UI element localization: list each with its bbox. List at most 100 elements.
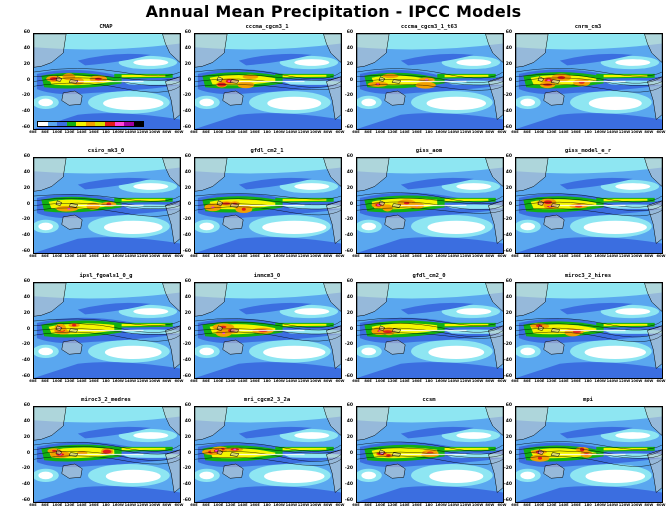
lon-tick-label: 120E bbox=[546, 130, 557, 134]
lon-tick-label: 60W bbox=[656, 130, 666, 134]
lon-tick-label: 80E bbox=[364, 130, 372, 134]
lon-tick-label: 80E bbox=[41, 254, 49, 258]
lon-tick-label: 60E bbox=[511, 254, 519, 258]
lat-tick-label: -40 bbox=[344, 482, 353, 488]
lon-tick-label: 80W bbox=[644, 254, 654, 258]
precip-map bbox=[356, 282, 504, 379]
lat-tick-label: 60 bbox=[346, 154, 353, 159]
lon-tick-label: 60E bbox=[190, 379, 198, 383]
lat-tick-label: -20 bbox=[344, 93, 353, 99]
lon-tick-label: 140W bbox=[285, 503, 298, 507]
map-panel: miroc3_2_hires 60 40 20 0 -20 -40 -60 60E 80E 100E… bbox=[504, 273, 666, 383]
lon-tick-label: 140E bbox=[558, 379, 569, 383]
lon-tick-label: 80E bbox=[523, 379, 531, 383]
lon-tick-label: 120E bbox=[225, 379, 236, 383]
lon-tick-label: 80E bbox=[41, 503, 49, 507]
panel-title: csiro_mk3_0 bbox=[87, 148, 125, 154]
lat-tick-label: 40 bbox=[346, 418, 353, 424]
lon-tick-label: 140E bbox=[76, 379, 87, 383]
lon-tick-label: 180 bbox=[102, 130, 110, 134]
lon-tick-label: 140E bbox=[399, 503, 410, 507]
lon-tick-label: 180 bbox=[263, 254, 271, 258]
lon-tick-label: 80E bbox=[202, 254, 210, 258]
lon-tick-label: 180 bbox=[102, 503, 110, 507]
lon-tick-label: 160W bbox=[112, 379, 124, 383]
lat-tick-label: -60 bbox=[182, 125, 191, 130]
lon-tick-label: 160W bbox=[273, 254, 285, 258]
lon-tick-label: 120E bbox=[64, 379, 75, 383]
lat-tick-label: 20 bbox=[23, 185, 30, 191]
lon-tick-label: 140E bbox=[237, 254, 248, 258]
lon-tick-label: 60W bbox=[497, 503, 507, 507]
lon-tick-label: 120E bbox=[387, 379, 398, 383]
lon-tick-label: 140E bbox=[558, 254, 569, 258]
precip-map bbox=[515, 33, 663, 130]
lat-tick-label: -20 bbox=[182, 342, 191, 348]
colorbar-swatch bbox=[95, 122, 105, 126]
precip-field bbox=[34, 407, 180, 502]
lon-tick-label: 80W bbox=[485, 254, 495, 258]
lon-tick-label: 120E bbox=[546, 503, 557, 507]
lon-tick-label: 140E bbox=[399, 379, 410, 383]
lon-tick-label: 120W bbox=[297, 379, 310, 383]
lat-tick-label: 60 bbox=[346, 30, 353, 35]
lat-tick-label: 40 bbox=[505, 45, 512, 51]
lat-tick-label: -40 bbox=[503, 482, 512, 488]
lat-tick-label: 40 bbox=[346, 294, 353, 300]
lon-tick-label: 60E bbox=[190, 130, 198, 134]
lon-tick-label: 60W bbox=[174, 254, 184, 258]
lon-tick-label: 60W bbox=[174, 130, 184, 134]
lon-tick-label: 60W bbox=[174, 503, 184, 507]
lon-tick-label: 80W bbox=[323, 503, 333, 507]
lat-tick-label: 0 bbox=[26, 201, 30, 207]
lat-tick-label: 60 bbox=[505, 403, 512, 408]
precip-map bbox=[33, 282, 181, 379]
lon-tick-label: 100W bbox=[309, 130, 322, 134]
lat-tick-label: 60 bbox=[505, 154, 512, 159]
lon-tick-label: 80W bbox=[644, 503, 654, 507]
lon-tick-label: 100E bbox=[534, 254, 545, 258]
lon-tick-label: 60E bbox=[352, 130, 360, 134]
lat-tick-label: 60 bbox=[505, 30, 512, 35]
lon-tick-label: 60W bbox=[335, 254, 345, 258]
lon-tick-label: 160W bbox=[112, 503, 124, 507]
lon-tick-label: 60E bbox=[190, 503, 198, 507]
lon-tick-label: 120E bbox=[64, 130, 75, 134]
lon-tick-label: 100W bbox=[630, 379, 643, 383]
lon-tick-label: 180 bbox=[584, 379, 592, 383]
panel-title: inmcm3_0 bbox=[253, 273, 281, 279]
lon-tick-label: 100W bbox=[471, 130, 484, 134]
lon-tick-label: 120E bbox=[387, 503, 398, 507]
lon-tick-label: 140E bbox=[558, 130, 569, 134]
lon-tick-label: 160E bbox=[88, 254, 99, 258]
lat-tick-label: 60 bbox=[184, 279, 191, 284]
lat-tick-label: 60 bbox=[23, 154, 30, 159]
lon-tick-label: 80E bbox=[523, 503, 531, 507]
lat-tick-label: 60 bbox=[184, 154, 191, 159]
precip-field bbox=[34, 158, 180, 253]
lon-tick-label: 180 bbox=[425, 379, 433, 383]
lon-tick-label: 60W bbox=[656, 254, 666, 258]
precip-map bbox=[33, 33, 181, 130]
lon-tick-label: 100W bbox=[309, 254, 322, 258]
lon-tick-label: 80E bbox=[364, 503, 372, 507]
lon-tick-label: 120W bbox=[618, 503, 631, 507]
lon-tick-label: 80W bbox=[485, 379, 495, 383]
lon-tick-label: 100W bbox=[630, 254, 643, 258]
lat-tick-label: -40 bbox=[182, 233, 191, 239]
lon-tick-label: 100W bbox=[148, 379, 161, 383]
precip-map bbox=[194, 406, 342, 503]
lat-tick-label: 20 bbox=[346, 310, 353, 316]
precip-map bbox=[356, 33, 504, 130]
lat-tick-label: 0 bbox=[349, 326, 353, 332]
lon-tick-label: 100W bbox=[309, 379, 322, 383]
lon-tick-label: 160W bbox=[435, 130, 447, 134]
lat-tick-label: 60 bbox=[184, 403, 191, 408]
lon-tick-label: 160E bbox=[249, 130, 260, 134]
lon-tick-label: 100W bbox=[309, 503, 322, 507]
colorbar-swatch bbox=[38, 122, 48, 126]
lon-tick-label: 60E bbox=[352, 379, 360, 383]
lat-tick-label: -20 bbox=[503, 466, 512, 472]
lon-tick-label: 160W bbox=[594, 503, 606, 507]
